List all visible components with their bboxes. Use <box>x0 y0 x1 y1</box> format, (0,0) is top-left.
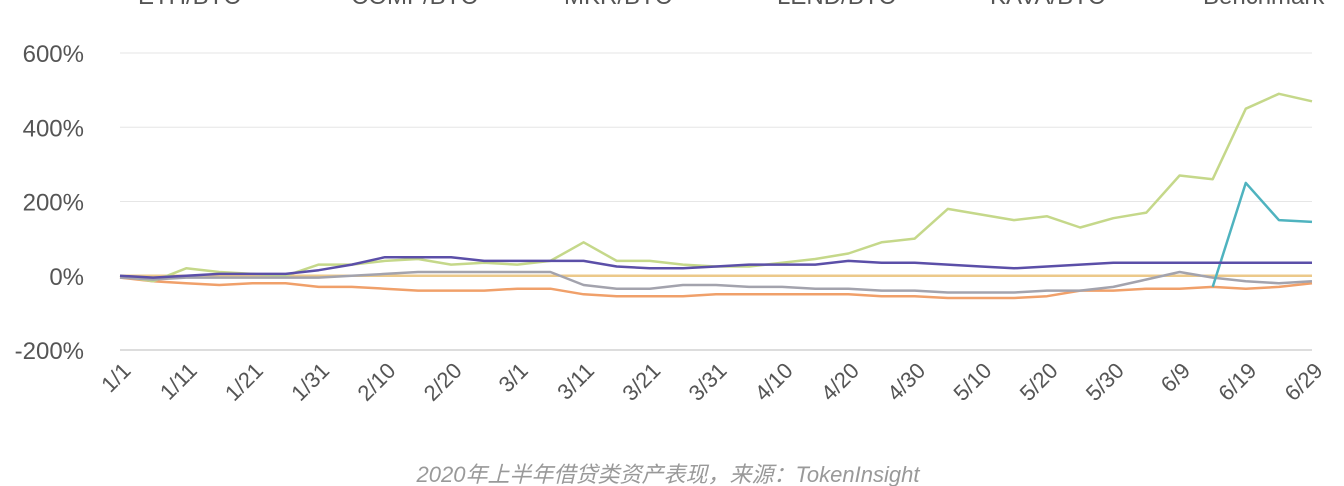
x-tick-label: 2/20 <box>419 358 467 406</box>
x-tick-label: 5/20 <box>1015 358 1063 406</box>
legend-label: KAVA/BTC <box>990 0 1105 10</box>
x-tick-label: 5/10 <box>948 358 996 406</box>
x-tick-label: 1/1 <box>96 358 135 397</box>
x-tick-label: 4/30 <box>882 358 930 406</box>
legend-label: COMP/BTC <box>351 0 478 10</box>
series-line <box>119 92 1313 283</box>
x-tick-label: 4/20 <box>816 358 864 406</box>
legend-label: LEND/BTC <box>777 0 896 10</box>
legend-label: Benchmark <box>1203 0 1325 10</box>
series-line <box>119 270 1313 294</box>
y-tick-label: 400% <box>23 115 84 142</box>
series-line <box>1211 181 1313 288</box>
x-tick-label: 1/31 <box>286 358 334 406</box>
x-tick-label: 4/10 <box>750 358 798 406</box>
legend-label: MKR/BTC <box>564 0 672 10</box>
x-tick-label: 2/10 <box>352 358 400 406</box>
x-tick-label: 3/21 <box>617 358 665 406</box>
x-tick-label: 3/31 <box>684 358 732 406</box>
x-tick-label: 6/29 <box>1280 358 1328 406</box>
x-tick-label: 3/1 <box>494 358 533 397</box>
legend-label: ETH/BTC <box>138 0 241 10</box>
series-line <box>119 276 1313 300</box>
caption: 2020年上半年借贷类资产表现，来源：TokenInsight <box>416 462 921 486</box>
y-tick-label: 200% <box>23 190 84 217</box>
x-tick-label: 6/9 <box>1156 358 1195 397</box>
series-line <box>119 255 1312 279</box>
y-tick-label: -200% <box>15 338 84 365</box>
x-tick-label: 3/11 <box>552 358 599 405</box>
x-tick-label: 1/21 <box>220 358 268 406</box>
x-tick-label: 5/30 <box>1081 358 1129 406</box>
x-tick-label: 1/11 <box>155 358 202 405</box>
x-tick-label: 6/19 <box>1213 358 1261 406</box>
y-tick-label: 0% <box>49 264 84 291</box>
y-tick-label: 600% <box>23 41 84 68</box>
